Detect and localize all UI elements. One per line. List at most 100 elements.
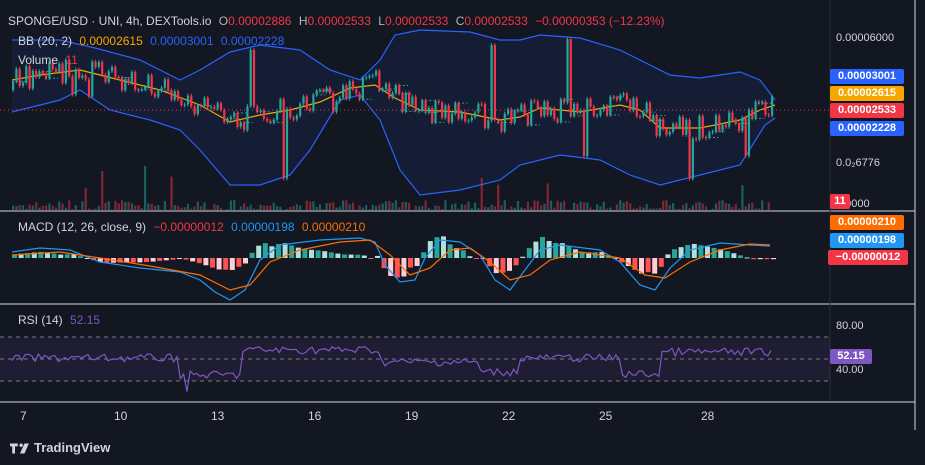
- tradingview-branding[interactable]: TradingView: [10, 440, 110, 455]
- macd-histogram-bar: [751, 258, 757, 260]
- volume-bar: [318, 204, 322, 210]
- candle-body: [582, 110, 586, 157]
- macd-histogram-bar: [672, 249, 677, 258]
- volume-bar: [279, 206, 282, 210]
- volume-bar: [556, 200, 559, 210]
- candle-body: [497, 119, 500, 123]
- macd-histogram-bar: [256, 245, 262, 258]
- macd-histogram-bar: [361, 255, 367, 258]
- macd-signal-value: 0.00000210: [301, 220, 366, 234]
- volume-bar: [28, 204, 31, 210]
- main-legend[interactable]: SPONGE/USD · UNI, 4h, DEXTools.io O0.000…: [8, 14, 669, 28]
- volume-bar: [747, 203, 751, 210]
- rsi-value-tag: 52.15: [830, 349, 872, 364]
- candle-body: [134, 72, 137, 90]
- candle-body: [206, 97, 209, 108]
- macd-legend-name[interactable]: MACD (12, 26, close, 9): [18, 220, 147, 234]
- bb-basis-price-tag: 0.00002615: [830, 86, 904, 101]
- candle-body: [157, 91, 160, 97]
- bb-upper-price-tag: 0.00003001: [830, 69, 904, 84]
- candle-body: [648, 102, 652, 121]
- candle-body: [427, 107, 430, 113]
- candle-body: [741, 117, 744, 131]
- candle-body: [530, 100, 533, 125]
- volume-bar: [361, 207, 364, 210]
- macd-histogram-bar: [104, 258, 110, 263]
- volume-bar: [576, 204, 579, 210]
- macd-histogram-bar: [639, 258, 644, 274]
- candle-body: [543, 101, 546, 117]
- volume-bar: [358, 205, 361, 210]
- candle-body: [216, 103, 219, 109]
- candle-body: [309, 108, 312, 111]
- macd-histogram-bar: [262, 243, 268, 258]
- volume-bar: [219, 207, 223, 210]
- volume-bar: [295, 204, 298, 210]
- candle-body: [757, 101, 760, 104]
- volume-bar: [454, 203, 457, 210]
- signal-line: [11, 239, 771, 291]
- volume-bar: [731, 206, 734, 210]
- macd-histogram-bar: [315, 250, 321, 258]
- volume-legend-name[interactable]: Volume: [18, 53, 59, 67]
- candle-body: [612, 97, 615, 99]
- tradingview-brand-text: TradingView: [34, 440, 111, 455]
- macd-histogram-bar: [586, 252, 592, 258]
- ohlc-high-label: H: [298, 14, 308, 28]
- volume-bar: [101, 171, 104, 210]
- macd-histogram-bar: [335, 253, 341, 258]
- candle-body: [470, 117, 473, 121]
- macd-histogram-bar: [223, 258, 229, 270]
- candle-body: [767, 114, 770, 116]
- volume-bar: [457, 208, 460, 210]
- chart-canvas[interactable]: [0, 0, 925, 430]
- macd-histogram-bar: [276, 244, 281, 258]
- volume-bar: [477, 208, 480, 210]
- macd-histogram-bar: [467, 256, 473, 258]
- volume-bar: [467, 201, 470, 210]
- symbol-title[interactable]: SPONGE/USD · UNI, 4h, DEXTools.io: [8, 14, 212, 28]
- volume-bar: [365, 205, 368, 210]
- candle-body: [447, 105, 450, 123]
- volume-bar: [691, 205, 694, 210]
- volume-bar: [738, 208, 741, 210]
- macd-histogram-bar: [665, 254, 671, 258]
- candle-body: [259, 110, 262, 112]
- candle-body: [91, 61, 94, 97]
- bb-legend-name[interactable]: BB (20, 2): [18, 34, 73, 48]
- chart-area[interactable]: SPONGE/USD · UNI, 4h, DEXTools.io O0.000…: [0, 0, 925, 430]
- candle-body: [540, 107, 543, 117]
- candle-body: [124, 78, 127, 91]
- volume-bar: [655, 208, 658, 210]
- rsi-legend-name[interactable]: RSI (14): [18, 313, 63, 327]
- candle-body: [526, 114, 529, 125]
- candle-body: [533, 100, 536, 102]
- candle-body: [87, 79, 91, 97]
- macd-legend[interactable]: MACD (12, 26, close, 9) −0.00000012 0.00…: [18, 220, 369, 234]
- macd-histogram-bar: [553, 243, 559, 258]
- macd-histogram-bar: [652, 258, 658, 274]
- macd-histogram-bar: [25, 253, 31, 258]
- macd-histogram-bar: [434, 237, 440, 258]
- rsi-legend[interactable]: RSI (14) 52.15: [18, 313, 104, 327]
- candle-body: [153, 93, 157, 97]
- volume-bar: [368, 209, 371, 210]
- volume-bar: [15, 205, 18, 210]
- candle-body: [375, 71, 378, 76]
- volume-bar: [586, 202, 589, 210]
- bb-background-fill: [12, 30, 775, 195]
- ohlc-close-label: C: [455, 14, 465, 28]
- macd-histogram-bar: [342, 254, 347, 258]
- candle-body: [450, 113, 454, 123]
- volume-bar: [140, 208, 143, 210]
- candle-body: [335, 101, 338, 112]
- candle-body: [513, 111, 516, 123]
- candle-body: [358, 93, 361, 100]
- macd-histogram-bar: [130, 258, 136, 263]
- volume-legend[interactable]: Volume 11: [18, 53, 82, 67]
- candle-body: [474, 112, 477, 118]
- candle-body: [688, 120, 691, 179]
- bb-legend[interactable]: BB (20, 2) 0.00002615 0.00003001 0.00002…: [18, 34, 288, 48]
- macd-histogram-bar: [150, 258, 156, 262]
- candle-body: [665, 128, 668, 135]
